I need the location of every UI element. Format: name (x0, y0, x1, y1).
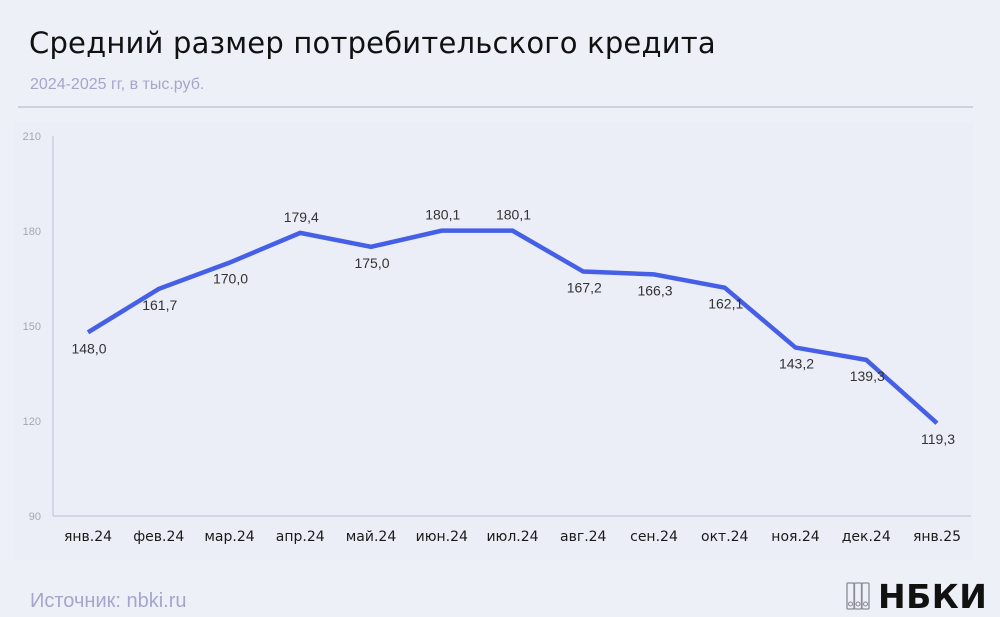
data-label: 166,3 (637, 282, 672, 298)
x-tick-label: мар.24 (204, 529, 254, 545)
x-tick-label: авг.24 (560, 529, 607, 545)
y-tick-label: 150 (23, 321, 41, 333)
data-label: 119,3 (921, 431, 955, 447)
data-label: 170,0 (213, 271, 248, 287)
binders-icon (846, 582, 870, 610)
y-tick-label: 120 (23, 416, 41, 428)
chart-subtitle: 2024-2025 гг, в тыс.руб. (30, 76, 205, 93)
x-tick-label: окт.24 (701, 529, 749, 545)
data-label: 180,1 (425, 207, 460, 223)
data-series (86, 228, 939, 425)
logo-text: НБКИ (878, 576, 988, 616)
data-label: 148,0 (71, 340, 106, 356)
header-divider (18, 106, 973, 108)
y-tick-label: 180 (23, 226, 41, 238)
data-label: 180,1 (496, 207, 531, 223)
x-axis: янв.24 фев.24 мар.24 апр.24 май.24 июн.24 июл.… (53, 515, 971, 545)
x-tick-label: дек.24 (842, 529, 891, 545)
x-tick-label: июл.24 (486, 529, 538, 545)
x-tick-label: ноя.24 (771, 529, 819, 545)
x-tick-label: июн.24 (416, 529, 468, 545)
x-tick-label: май.24 (346, 529, 397, 545)
x-tick-label: янв.24 (64, 529, 112, 545)
x-tick-label: фев.24 (133, 529, 184, 545)
x-tick-label: янв.25 (913, 529, 961, 545)
data-labels: 148,0 161,7 170,0 179,4 175,0 180,1 180,1 167,2… (71, 207, 955, 448)
y-axis: 90 120 150 180 210 (23, 131, 54, 523)
data-label: 143,2 (779, 356, 814, 372)
y-tick-label: 90 (29, 511, 41, 523)
chart-panel (14, 122, 973, 560)
nbki-logo: НБКИ (846, 576, 987, 616)
series-line (86, 228, 939, 425)
chart-title: Средний размер потребительского кредита (29, 26, 716, 60)
data-label: 162,1 (708, 296, 743, 312)
source-note: Источник: nbki.ru (30, 590, 187, 612)
data-label: 167,2 (567, 280, 602, 296)
data-label: 139,3 (850, 368, 885, 384)
data-label: 179,4 (284, 209, 319, 225)
data-label: 161,7 (142, 297, 177, 313)
data-label: 175,0 (354, 255, 389, 271)
x-tick-label: сен.24 (630, 529, 678, 545)
y-tick-label: 210 (23, 131, 41, 143)
x-tick-label: апр.24 (276, 529, 325, 545)
